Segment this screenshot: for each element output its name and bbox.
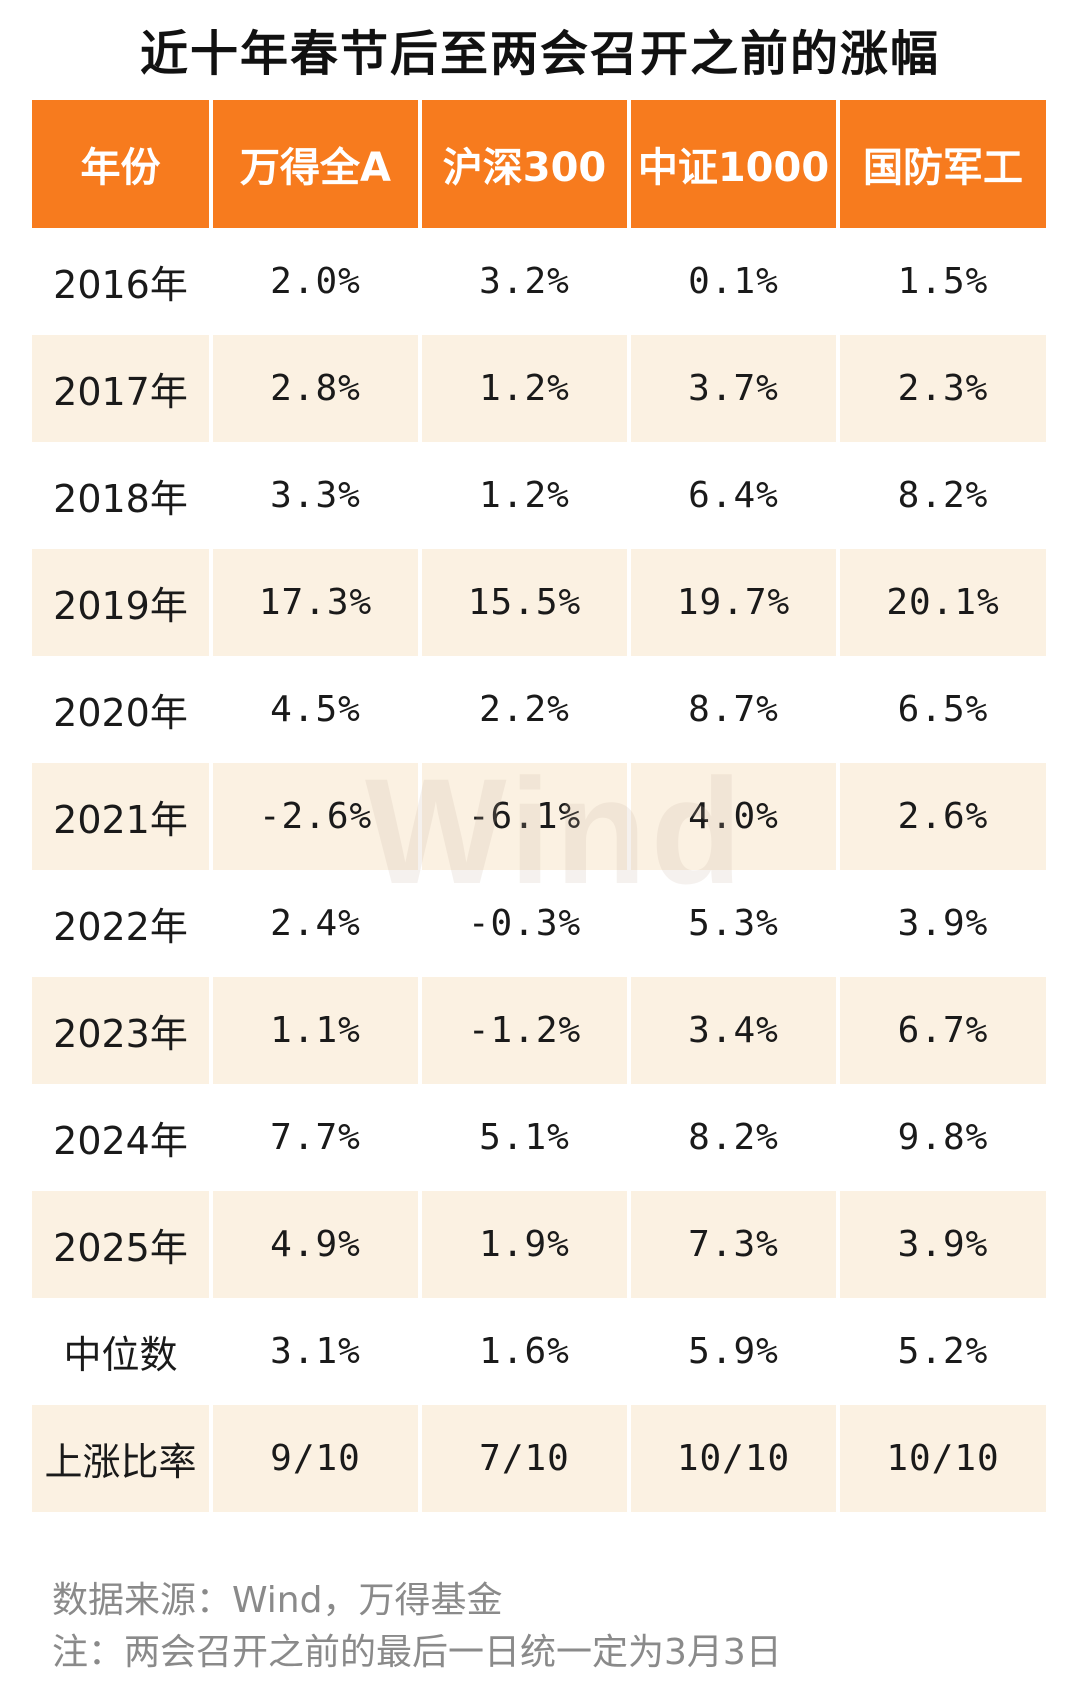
table-cell: 9.8%	[840, 1084, 1046, 1191]
table-row: 2021年 -2.6% -6.1% 4.0% 2.6%	[32, 763, 1050, 870]
table-cell: 1.1%	[213, 977, 418, 1084]
table-cell: -1.2%	[422, 977, 627, 1084]
row-label-cell: 中位数	[32, 1298, 209, 1405]
table-cell: 5.9%	[631, 1298, 836, 1405]
source-note: 数据来源：Wind，万得基金	[52, 1580, 503, 1621]
table-row: 2017年 2.8% 1.2% 3.7% 2.3%	[32, 335, 1050, 442]
row-label-cell: 上涨比率	[32, 1405, 209, 1512]
table-cell: 3.4%	[631, 977, 836, 1084]
table-cell: 8.2%	[631, 1084, 836, 1191]
row-label-cell: 2017年	[32, 335, 209, 442]
table-cell: 3.9%	[840, 1191, 1046, 1298]
table-row: 2019年 17.3% 15.5% 19.7% 20.1%	[32, 549, 1050, 656]
table-cell: 5.3%	[631, 870, 836, 977]
table-cell: 19.7%	[631, 549, 836, 656]
table-header-row: 年份 万得全A 沪深300 中证1000 国防军工	[32, 100, 1050, 228]
table-row: 2022年 2.4% -0.3% 5.3% 3.9%	[32, 870, 1050, 977]
row-label-cell: 2018年	[32, 442, 209, 549]
table-cell: 6.7%	[840, 977, 1046, 1084]
table-cell: 7.3%	[631, 1191, 836, 1298]
table-row: 2018年 3.3% 1.2% 6.4% 8.2%	[32, 442, 1050, 549]
table-cell: 2.2%	[422, 656, 627, 763]
row-label-cell: 2024年	[32, 1084, 209, 1191]
table-cell: -2.6%	[213, 763, 418, 870]
table-cell: 6.5%	[840, 656, 1046, 763]
row-label-cell: 2022年	[32, 870, 209, 977]
column-header-defense: 国防军工	[840, 100, 1046, 228]
table-cell: 2.6%	[840, 763, 1046, 870]
table-cell: 8.7%	[631, 656, 836, 763]
table-row: 2020年 4.5% 2.2% 8.7% 6.5%	[32, 656, 1050, 763]
table-cell: -0.3%	[422, 870, 627, 977]
row-label-cell: 2019年	[32, 549, 209, 656]
table-cell: 1.9%	[422, 1191, 627, 1298]
table-cell: 4.5%	[213, 656, 418, 763]
table-row: 2024年 7.7% 5.1% 8.2% 9.8%	[32, 1084, 1050, 1191]
data-table: 年份 万得全A 沪深300 中证1000 国防军工 2016年 2.0% 3.2% 0…	[32, 100, 1050, 1512]
column-header-csi1000: 中证1000	[631, 100, 836, 228]
column-header-year: 年份	[32, 100, 209, 228]
table-row: 上涨比率 9/10 7/10 10/10 10/10	[32, 1405, 1050, 1512]
table-cell: 20.1%	[840, 549, 1046, 656]
table-cell: 15.5%	[422, 549, 627, 656]
table-cell: 17.3%	[213, 549, 418, 656]
table-row: 2025年 4.9% 1.9% 7.3% 3.9%	[32, 1191, 1050, 1298]
column-header-csi300: 沪深300	[422, 100, 627, 228]
table-cell: 1.2%	[422, 335, 627, 442]
table-cell: 3.2%	[422, 228, 627, 335]
table-cell: -6.1%	[422, 763, 627, 870]
table-cell: 10/10	[631, 1405, 836, 1512]
row-label-cell: 2023年	[32, 977, 209, 1084]
table-cell: 3.7%	[631, 335, 836, 442]
table-cell: 4.0%	[631, 763, 836, 870]
footnotes: 数据来源：Wind，万得基金 注：两会召开之前的最后一日统一定为3月3日	[52, 1575, 1052, 1679]
table-cell: 6.4%	[631, 442, 836, 549]
row-label-cell: 2021年	[32, 763, 209, 870]
table-row: 2016年 2.0% 3.2% 0.1% 1.5%	[32, 228, 1050, 335]
table-cell: 5.1%	[422, 1084, 627, 1191]
table-cell: 2.0%	[213, 228, 418, 335]
table-cell: 2.8%	[213, 335, 418, 442]
page-title: 近十年春节后至两会召开之前的涨幅	[139, 26, 940, 82]
table-cell: 4.9%	[213, 1191, 418, 1298]
date-note: 注：两会召开之前的最后一日统一定为3月3日	[52, 1632, 782, 1673]
table-cell: 7.7%	[213, 1084, 418, 1191]
table-cell: 3.1%	[213, 1298, 418, 1405]
table-cell: 8.2%	[840, 442, 1046, 549]
table-row: 中位数 3.1% 1.6% 5.9% 5.2%	[32, 1298, 1050, 1405]
table-cell: 7/10	[422, 1405, 627, 1512]
row-label-cell: 2016年	[32, 228, 209, 335]
table-cell: 1.5%	[840, 228, 1046, 335]
row-label-cell: 2020年	[32, 656, 209, 763]
table-cell: 2.4%	[213, 870, 418, 977]
table-cell: 10/10	[840, 1405, 1046, 1512]
table-cell: 9/10	[213, 1405, 418, 1512]
table-cell: 2.3%	[840, 335, 1046, 442]
table-cell: 3.9%	[840, 870, 1046, 977]
table-cell: 3.3%	[213, 442, 418, 549]
table-cell: 1.2%	[422, 442, 627, 549]
column-header-wind-all-a: 万得全A	[213, 100, 418, 228]
table-cell: 1.6%	[422, 1298, 627, 1405]
table-row: 2023年 1.1% -1.2% 3.4% 6.7%	[32, 977, 1050, 1084]
table-cell: 5.2%	[840, 1298, 1046, 1405]
table-body: 2016年 2.0% 3.2% 0.1% 1.5% 2017年 2.8% 1.2% 3.7% 2.…	[32, 228, 1050, 1512]
table-cell: 0.1%	[631, 228, 836, 335]
row-label-cell: 2025年	[32, 1191, 209, 1298]
